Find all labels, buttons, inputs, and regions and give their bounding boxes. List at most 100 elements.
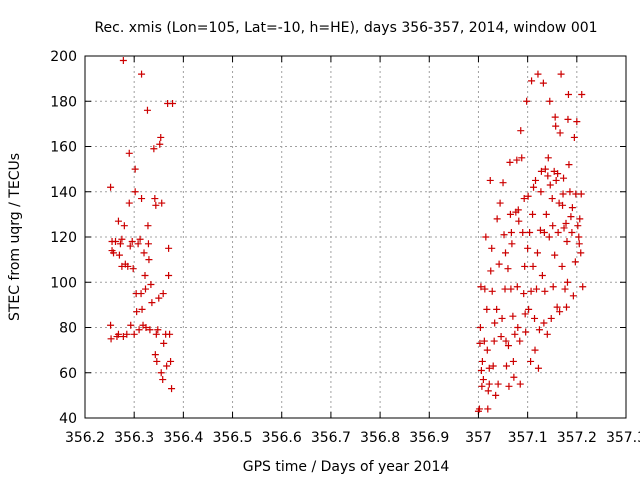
data-point: [153, 357, 161, 365]
data-point: [165, 271, 173, 279]
data-point: [563, 278, 571, 286]
data-point: [141, 285, 149, 293]
y-tick-label: 40: [59, 411, 77, 427]
data-point: [135, 326, 143, 334]
data-point: [490, 337, 498, 345]
data-point: [477, 366, 485, 374]
data-point: [563, 238, 571, 246]
data-point: [532, 285, 540, 293]
data-point: [533, 249, 541, 257]
data-point: [492, 391, 500, 399]
chart-title: Rec. xmis (Lon=105, Lat=-10, h=HE), days…: [94, 20, 597, 36]
data-point: [528, 77, 536, 85]
data-point: [522, 328, 530, 336]
data-points: [107, 57, 587, 415]
data-point: [519, 228, 527, 236]
data-point: [568, 228, 576, 236]
data-point: [128, 238, 136, 246]
y-tick-labels: 40 60 80 100 120 140 160 180 200: [50, 49, 77, 427]
data-point: [493, 305, 501, 313]
data-point: [571, 258, 579, 266]
data-point: [159, 290, 167, 298]
data-point: [518, 154, 526, 162]
data-point: [123, 330, 131, 338]
y-axis-label: STEC from uqrg / TECUs: [7, 153, 23, 321]
data-point: [543, 330, 551, 338]
data-point: [579, 283, 587, 291]
data-point: [564, 90, 572, 98]
data-point: [529, 262, 537, 270]
data-point: [534, 364, 542, 372]
data-point: [564, 115, 572, 123]
data-point: [504, 342, 512, 350]
data-point: [157, 133, 165, 141]
data-point: [506, 210, 514, 218]
data-point: [477, 283, 485, 291]
data-point: [136, 235, 144, 243]
data-point: [560, 224, 568, 232]
data-point: [118, 235, 126, 243]
data-point: [138, 305, 146, 313]
data-point: [556, 308, 564, 316]
data-point: [573, 118, 581, 126]
data-point: [110, 249, 118, 257]
x-tick-label: 357.2: [557, 430, 597, 446]
data-point: [558, 262, 566, 270]
data-point: [129, 265, 137, 273]
data-point: [507, 228, 515, 236]
data-point: [562, 219, 570, 227]
data-point: [152, 330, 160, 338]
data-point: [551, 113, 559, 121]
data-point: [536, 226, 544, 234]
x-tick-label: 357.3: [606, 430, 640, 446]
x-tick-label: 356.9: [409, 430, 449, 446]
data-point: [549, 222, 557, 230]
data-point: [559, 190, 567, 198]
data-point: [553, 303, 561, 311]
data-point: [166, 330, 174, 338]
data-point: [157, 369, 165, 377]
data-point: [143, 106, 151, 114]
data-point: [114, 330, 122, 338]
data-point: [165, 244, 173, 252]
data-point: [138, 70, 146, 78]
data-point: [523, 97, 531, 105]
data-point: [125, 149, 133, 157]
data-point: [541, 287, 549, 295]
data-point: [131, 188, 139, 196]
data-point: [513, 156, 521, 164]
data-point: [151, 195, 159, 203]
x-tick-label: 357: [465, 430, 492, 446]
data-point: [156, 140, 164, 148]
x-tick-label: 356.6: [262, 430, 302, 446]
data-point: [547, 314, 555, 322]
data-point: [575, 233, 583, 241]
data-point: [507, 285, 515, 293]
x-axis-label: GPS time / Days of year 2014: [243, 459, 450, 475]
data-point: [134, 240, 142, 248]
data-point: [554, 170, 562, 178]
data-point: [107, 183, 115, 191]
data-point: [152, 201, 160, 209]
data-point: [480, 337, 488, 345]
data-point: [525, 305, 533, 313]
x-tick-label: 357.1: [508, 430, 548, 446]
data-point: [150, 145, 158, 153]
data-point: [130, 330, 138, 338]
x-tick-label: 356.3: [114, 430, 154, 446]
x-tick-label: 356.7: [311, 430, 351, 446]
data-point: [483, 305, 491, 313]
data-point: [163, 362, 171, 370]
data-point: [159, 376, 167, 384]
data-point: [541, 165, 549, 173]
data-point: [495, 260, 503, 268]
data-point: [147, 281, 155, 289]
data-point: [514, 206, 522, 214]
data-point: [107, 335, 115, 343]
y-tick-label: 180: [50, 94, 77, 110]
data-point: [552, 122, 560, 130]
data-point: [510, 373, 518, 381]
data-point: [551, 251, 559, 259]
data-point: [566, 188, 574, 196]
